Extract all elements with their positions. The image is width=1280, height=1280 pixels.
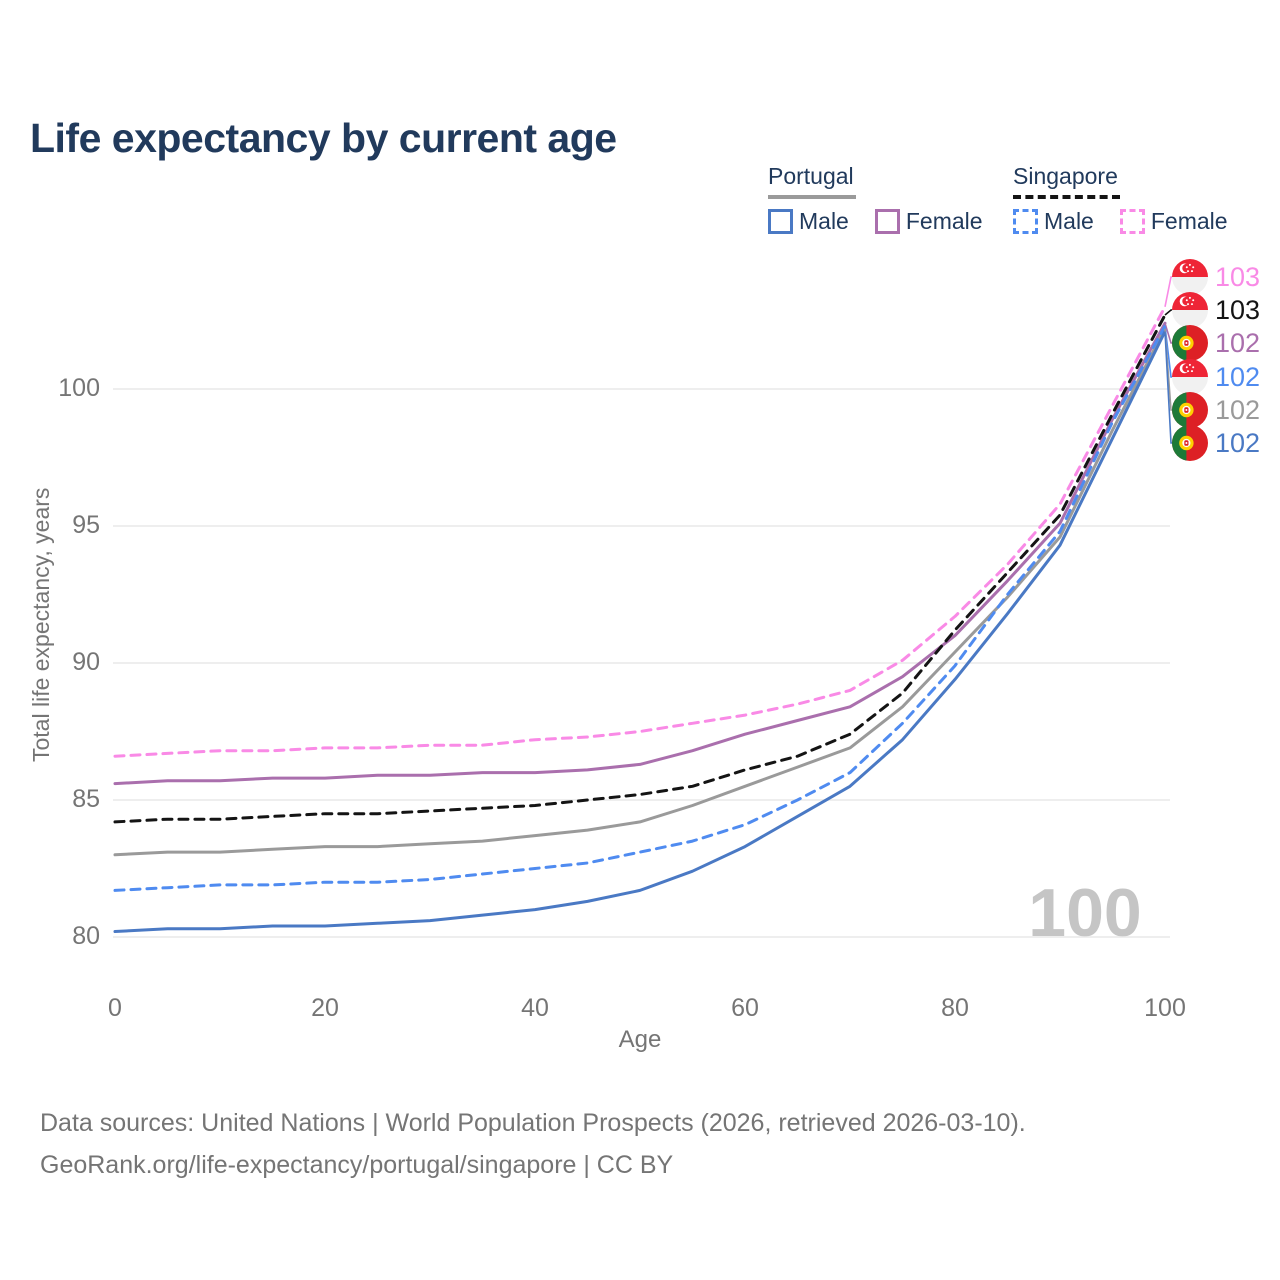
legend-group-singapore: Singapore Male Female: [1013, 163, 1228, 235]
legend-label: Female: [1150, 208, 1228, 234]
portugal-flag-icon: [1172, 425, 1208, 461]
y-axis-title: Total life expectancy, years: [28, 487, 54, 763]
x-tick-label: 60: [731, 994, 759, 1022]
singapore-flag-icon: [1172, 292, 1208, 328]
x-tick-label: 0: [108, 994, 122, 1022]
series-line-singapore-both[interactable]: [113, 313, 1167, 824]
end-label-portugal-both[interactable]: 102: [1172, 392, 1260, 428]
end-label-portugal-male[interactable]: 102: [1172, 425, 1260, 461]
y-tick-label: 80: [72, 922, 100, 950]
legend-group-portugal: Portugal Male Female: [768, 163, 983, 235]
data-sources-line2[interactable]: GeoRank.org/life-expectancy/portugal/sin…: [40, 1151, 674, 1179]
legend-label: Male: [1044, 208, 1094, 234]
legend-item-singapore-male[interactable]: Male: [1013, 208, 1094, 235]
y-tick-label: 85: [72, 785, 100, 813]
singapore-flag-icon: [1172, 359, 1208, 395]
end-label-singapore-male[interactable]: 102: [1172, 359, 1260, 395]
legend-item-portugal-female[interactable]: Female: [874, 208, 983, 235]
portugal-flag-icon: [1172, 325, 1208, 361]
end-value: 102: [1215, 327, 1261, 358]
portugal-female-swatch-icon: [874, 209, 900, 234]
x-tick-label: 20: [311, 994, 339, 1022]
series-line-portugal-male[interactable]: [113, 330, 1167, 933]
legend-item-singapore-female[interactable]: Female: [1119, 208, 1228, 235]
x-axis-title: Age: [618, 1026, 662, 1053]
end-value: 103: [1215, 261, 1261, 292]
watermark-age: 100: [1028, 875, 1141, 951]
legend-label: Male: [799, 208, 849, 234]
series-line-singapore-female[interactable]: [113, 305, 1167, 758]
series-line-portugal-female[interactable]: [113, 321, 1167, 786]
end-value: 103: [1215, 294, 1261, 325]
portugal-male-swatch-icon: [768, 209, 793, 234]
data-sources: Data sources: United Nations | World Pop…: [40, 1102, 1026, 1186]
end-label-portugal-female[interactable]: 102: [1172, 325, 1260, 361]
data-sources-line1: Data sources: United Nations | World Pop…: [40, 1109, 1026, 1137]
portugal-flag-icon: [1172, 392, 1208, 428]
y-tick-label: 90: [72, 648, 100, 676]
end-value: 102: [1215, 427, 1261, 458]
page-title: Life expectancy by current age: [30, 115, 617, 162]
end-label-singapore-female[interactable]: 103: [1172, 259, 1260, 295]
legend-country-singapore[interactable]: Singapore: [1013, 163, 1120, 199]
singapore-male-swatch-icon: [1013, 209, 1038, 234]
x-tick-label: 80: [941, 994, 969, 1022]
x-tick-label: 100: [1144, 994, 1186, 1022]
y-tick-label: 95: [72, 511, 100, 539]
legend-country-portugal[interactable]: Portugal: [768, 163, 856, 199]
singapore-female-swatch-icon: [1119, 209, 1145, 234]
singapore-flag-icon: [1172, 259, 1208, 295]
end-label-singapore-both[interactable]: 103: [1172, 292, 1260, 328]
end-value: 102: [1215, 394, 1261, 425]
x-tick-label: 40: [521, 994, 549, 1022]
series-line-portugal-both[interactable]: [113, 327, 1167, 857]
legend-item-portugal-male[interactable]: Male: [768, 208, 849, 235]
legend-label: Female: [905, 208, 983, 234]
series-line-singapore-male[interactable]: [113, 324, 1167, 892]
end-value: 102: [1215, 361, 1261, 392]
y-tick-label: 100: [58, 374, 100, 402]
